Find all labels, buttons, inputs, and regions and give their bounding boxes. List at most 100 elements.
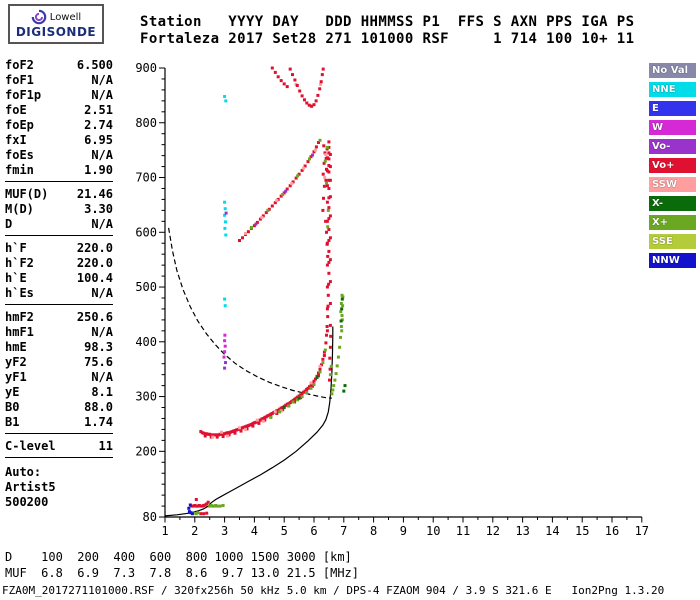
echo-point	[341, 295, 345, 299]
echo-point	[317, 374, 320, 378]
parameter-label: foF2	[5, 58, 34, 72]
parameter-label: foF1p	[5, 88, 42, 102]
echo-point	[223, 339, 227, 343]
echo-point	[340, 293, 344, 297]
echo-point	[187, 506, 191, 510]
parameter-label: h`E	[5, 271, 27, 285]
parameter-value: 11	[98, 439, 113, 453]
series-F-trace-O-spread	[211, 364, 322, 439]
echo-point	[257, 421, 261, 425]
echo-point	[318, 138, 322, 142]
echo-point	[188, 503, 192, 507]
parameter-footer-row: 500200	[5, 495, 49, 509]
parameter-value: 1.74	[84, 415, 113, 429]
echo-point	[322, 161, 326, 165]
echo-point	[328, 323, 332, 327]
echo-point	[340, 307, 344, 311]
echo-point	[285, 85, 289, 89]
echo-point	[255, 220, 259, 224]
echo-point	[285, 187, 289, 191]
parameter-row: fmin 1.90	[5, 163, 113, 178]
series-top-spread-O	[270, 66, 325, 108]
echo-point	[327, 217, 331, 221]
parameter-value: N/A	[91, 88, 113, 102]
parameter-value: N/A	[91, 286, 113, 300]
parameter-label: h`F2	[5, 256, 34, 270]
echo-point	[218, 504, 222, 508]
x-axis-label: 3	[221, 524, 228, 538]
echo-point	[258, 217, 262, 221]
echo-point	[321, 357, 325, 361]
x-axis-label: 11	[456, 524, 470, 538]
parameter-value: 8.1	[91, 385, 113, 399]
echo-point	[325, 307, 329, 311]
echo-point	[291, 73, 294, 77]
echo-point	[341, 304, 345, 308]
echo-point	[241, 236, 244, 240]
parameter-value: 3.30	[84, 202, 113, 216]
legend-item-nnw: NNW	[649, 253, 696, 268]
echo-point	[215, 504, 219, 508]
parameter-label: h`Es	[5, 286, 34, 300]
parameter-value: N/A	[91, 217, 113, 231]
parameter-value: N/A	[91, 325, 113, 339]
parameter-label: hmF1	[5, 325, 34, 339]
echo-point	[261, 417, 265, 420]
echo-direction-legend: No Val NNE E W Vo- Vo+ SSW X- X+ SSE NNW	[649, 63, 696, 272]
echo-point	[343, 384, 347, 388]
echo-point	[189, 511, 193, 515]
echo-point	[327, 140, 331, 144]
echo-point	[199, 512, 203, 516]
echo-point	[244, 427, 247, 431]
legend-item-vo-: Vo-	[649, 139, 696, 154]
echo-point	[321, 208, 325, 212]
parameter-value: 250.6	[76, 310, 113, 324]
legend-item-e: E	[649, 101, 696, 116]
true-height-profile	[164, 326, 334, 517]
echo-point	[328, 195, 332, 199]
header-field-names: Station YYYY DAY DDD HHMMSS P1 FFS S AXN…	[140, 14, 635, 30]
echo-point	[254, 222, 258, 226]
parameter-row: foF2 6.500	[5, 58, 113, 73]
echo-point	[251, 421, 255, 425]
parameter-row: yF1 N/A	[5, 370, 113, 385]
echo-point	[270, 412, 274, 415]
parameter-value: 21.46	[76, 187, 113, 201]
echo-point	[224, 211, 228, 215]
echo-point	[224, 233, 228, 237]
echo-point	[328, 153, 332, 156]
parameter-label: yE	[5, 385, 20, 399]
echo-point	[263, 415, 267, 419]
echo-point	[316, 93, 320, 97]
parameter-value: N/A	[91, 148, 113, 162]
echo-point	[296, 398, 300, 402]
parameter-row: hmE 98.3	[5, 340, 113, 355]
parameter-label: C-level	[5, 439, 56, 453]
echo-point	[305, 101, 309, 105]
echo-point	[327, 260, 331, 264]
echo-point	[325, 200, 329, 204]
parameter-label: hmE	[5, 340, 27, 354]
echo-point	[323, 151, 327, 155]
parameter-row: h`F 220.0	[5, 241, 113, 256]
parameter-row: yE 8.1	[5, 385, 113, 400]
echo-point	[325, 333, 328, 337]
parameter-label: D	[5, 217, 13, 231]
series-F-trace-O	[199, 140, 333, 439]
x-axis-label: 10	[426, 524, 440, 538]
d-distance-row: D 100 200 400 600 800 1000 1500 3000 [km…	[5, 550, 352, 564]
parameter-label: hmF2	[5, 310, 34, 324]
echo-point	[269, 415, 273, 419]
echo-point	[326, 315, 330, 319]
y-axis-label: 300	[135, 390, 157, 404]
echo-point	[239, 429, 243, 433]
echo-point	[328, 165, 332, 169]
echo-point	[327, 249, 331, 253]
parameter-footer-row: Auto:	[5, 465, 42, 479]
echo-point	[196, 511, 200, 515]
echo-point	[340, 314, 344, 317]
parameter-group-divider	[5, 304, 113, 305]
parameter-row: h`E 100.4	[5, 271, 113, 286]
parameter-row: C-level 11	[5, 439, 113, 454]
